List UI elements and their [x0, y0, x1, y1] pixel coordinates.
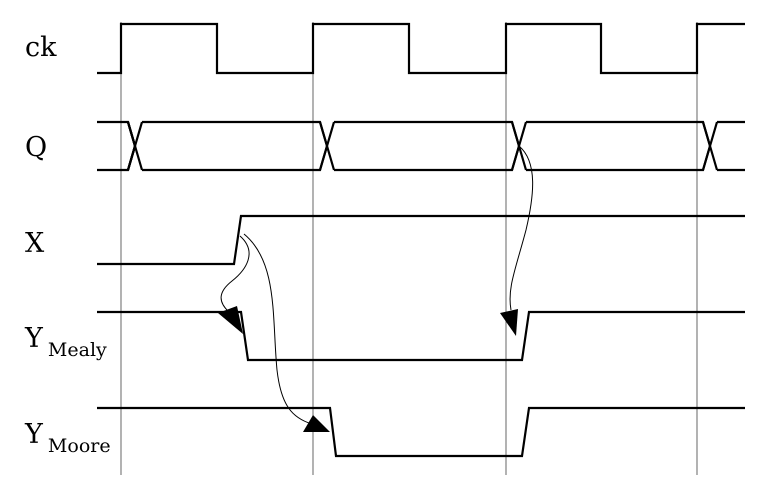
waveform-ck [97, 22, 745, 75]
label-ck: ck [25, 32, 57, 63]
q-bus-transition-2 [318, 121, 336, 171]
causality-arrows [218, 145, 534, 432]
q-bus-valid-3 [334, 120, 521, 172]
arrow-x-to-mealy-head [218, 306, 243, 334]
q-bus-valid-2 [142, 120, 329, 172]
waveform-y-moore [97, 406, 745, 458]
label-y-mealy: Y Mealy [24, 323, 107, 361]
label-y-mealy-subscript: Mealy [48, 339, 107, 361]
waveform-y-mealy [97, 310, 745, 362]
clock-edge-guides [120, 22, 698, 475]
waveform-q [97, 120, 745, 172]
label-y-mealy-name: Y [24, 323, 44, 354]
arrow-x-to-mealy-curve [220, 235, 250, 313]
q-bus-transition-1 [126, 121, 144, 171]
label-y-moore-subscript: Moore [48, 435, 111, 457]
arrow-q-to-mealy-head [500, 309, 518, 336]
label-q: Q [25, 132, 47, 163]
label-x: X [25, 228, 45, 259]
arrow-q-to-mealy-curve [509, 145, 534, 311]
q-bus-valid-4 [526, 120, 712, 172]
signal-labels: ck Q X Y Mealy Y Moore [24, 32, 111, 457]
waveform-x [97, 214, 745, 266]
label-y-moore-name: Y [24, 419, 44, 450]
label-y-moore: Y Moore [24, 419, 111, 457]
q-bus-transition-4 [701, 121, 719, 171]
arrow-x-to-moore-head [303, 415, 330, 432]
q-bus-valid-5 [717, 120, 745, 172]
arrow-x-to-moore-curve [243, 233, 313, 425]
